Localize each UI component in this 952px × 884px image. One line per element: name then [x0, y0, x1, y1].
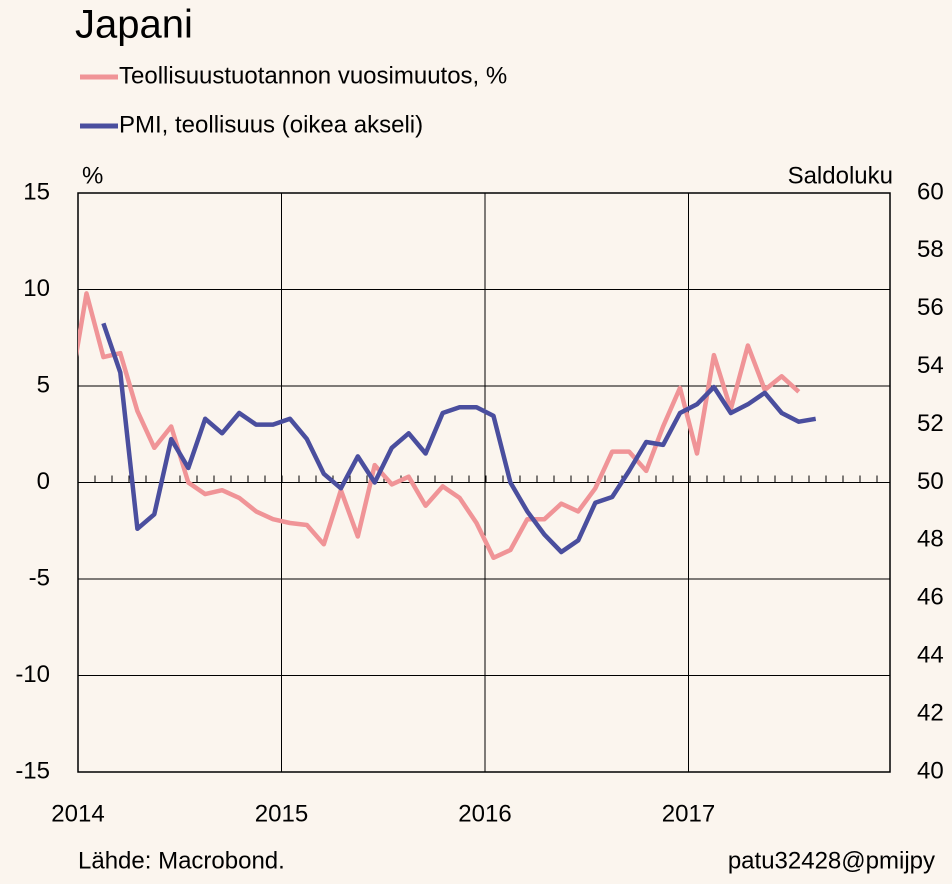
zero-line-ticks: [94, 475, 878, 483]
y-tick-label: -10: [15, 661, 50, 688]
y2-tick-label: 56: [917, 294, 944, 321]
y-tick-label: -15: [15, 757, 50, 784]
y-tick-label: -5: [29, 564, 50, 591]
y2-tick-label: 58: [917, 236, 944, 263]
series-line: [78, 291, 801, 561]
y2-tick-label: 54: [917, 352, 944, 379]
legend-label: PMI, teollisuus (oikea akseli): [119, 111, 423, 138]
y-tick-label: 15: [23, 178, 50, 205]
y-axis-label: %: [82, 162, 103, 189]
legend-label: Teollisuustuotannon vuosimuutos, %: [119, 62, 507, 89]
x-tick-label: 2015: [255, 800, 308, 827]
y2-axis-label: Saldoluku: [788, 162, 893, 189]
credit: patu32428@pmijpy: [728, 847, 935, 874]
series-line: [101, 322, 817, 555]
y-tick-label: 5: [37, 371, 50, 398]
chart-title: Japani: [75, 3, 193, 47]
y2-tick-label: 40: [917, 757, 944, 784]
y2-tick-label: 50: [917, 468, 944, 495]
y2-tick-label: 46: [917, 584, 944, 611]
y2-tick-label: 42: [917, 699, 944, 726]
y2-tick-label: 44: [917, 642, 944, 669]
x-tick-label: 2017: [662, 800, 715, 827]
y2-tick-label: 52: [917, 410, 944, 437]
y2-tick-label: 60: [917, 178, 944, 205]
y-tick-label: 0: [37, 468, 50, 495]
y2-tick-label: 48: [917, 526, 944, 553]
x-tick-label: 2014: [51, 800, 104, 827]
x-tick-label: 2016: [458, 800, 511, 827]
y-tick-label: 10: [23, 275, 50, 302]
source: Lähde: Macrobond.: [78, 847, 285, 874]
